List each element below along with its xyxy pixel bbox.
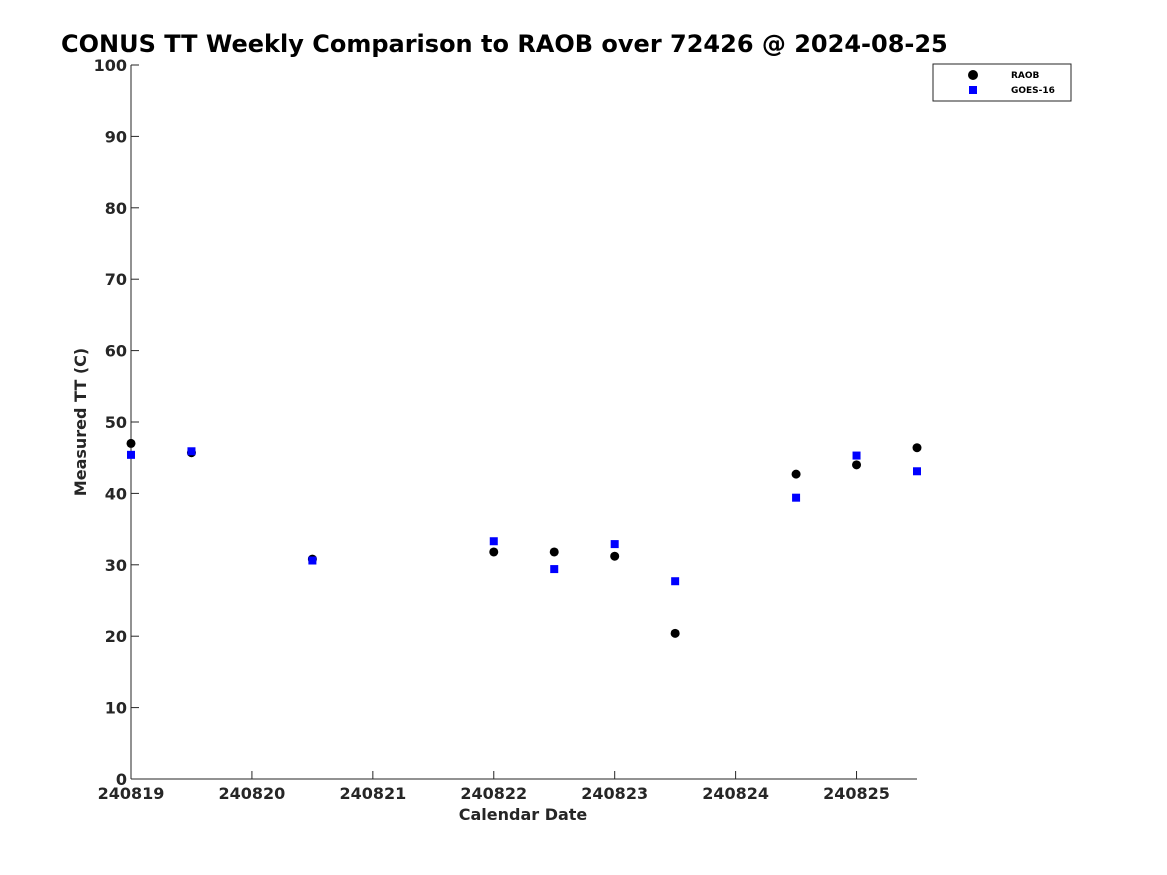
y-tick-label: 80 [105, 199, 127, 218]
goes-16-point [127, 450, 135, 459]
y-tick-label: 90 [105, 127, 127, 146]
raob-point [852, 460, 862, 470]
goes-16-point [610, 540, 619, 549]
raob-point [489, 547, 499, 557]
y-tick-label: 70 [105, 270, 127, 289]
goes-16-point [852, 451, 861, 460]
raob-point [912, 443, 922, 453]
legend: RAOB GOES-16 [932, 63, 1072, 102]
raob-point [126, 438, 136, 448]
goes-16-point [308, 556, 317, 565]
goes-16-point [671, 577, 680, 586]
raob-point [549, 547, 559, 557]
y-tick-label: 40 [105, 484, 127, 503]
raob-point [670, 628, 680, 638]
goes-16-point [913, 467, 921, 476]
legend-box [932, 63, 1072, 102]
raob-point [791, 469, 801, 479]
x-tick-label: 240821 [339, 784, 406, 803]
x-tick-label: 240824 [702, 784, 769, 803]
goes-16-point [550, 565, 559, 574]
goes-16-point [187, 447, 196, 456]
x-tick-label: 240825 [823, 784, 890, 803]
goes-16-point [489, 537, 498, 546]
legend-label-raob: RAOB [1011, 71, 1040, 81]
y-tick-label: 30 [105, 556, 127, 575]
y-axis-label: Measured TT (C) [71, 348, 90, 496]
x-axis-label: Calendar Date [459, 805, 588, 824]
y-tick-label: 10 [105, 699, 127, 718]
x-tick-label: 240823 [581, 784, 648, 803]
y-tick-label: 60 [105, 342, 127, 361]
x-tick-label: 240822 [460, 784, 527, 803]
y-tick-label: 20 [105, 627, 127, 646]
legend-marker-goes-16 [969, 86, 977, 94]
x-tick-label: 240819 [98, 784, 165, 803]
y-tick-label: 50 [105, 413, 127, 432]
y-tick-label: 0 [116, 770, 127, 789]
y-tick-label: 100 [94, 56, 127, 75]
x-tick-label: 240820 [219, 784, 286, 803]
plot-area: 0 10 20 30 40 50 60 70 80 90 100 240819 240820 240821… [94, 56, 922, 803]
legend-label-goes-16: GOES-16 [1011, 86, 1055, 96]
legend-marker-raob [968, 70, 978, 80]
raob-point [610, 551, 620, 561]
goes-16-point [792, 493, 801, 502]
chart-title: CONUS TT Weekly Comparison to RAOB over … [61, 30, 948, 58]
